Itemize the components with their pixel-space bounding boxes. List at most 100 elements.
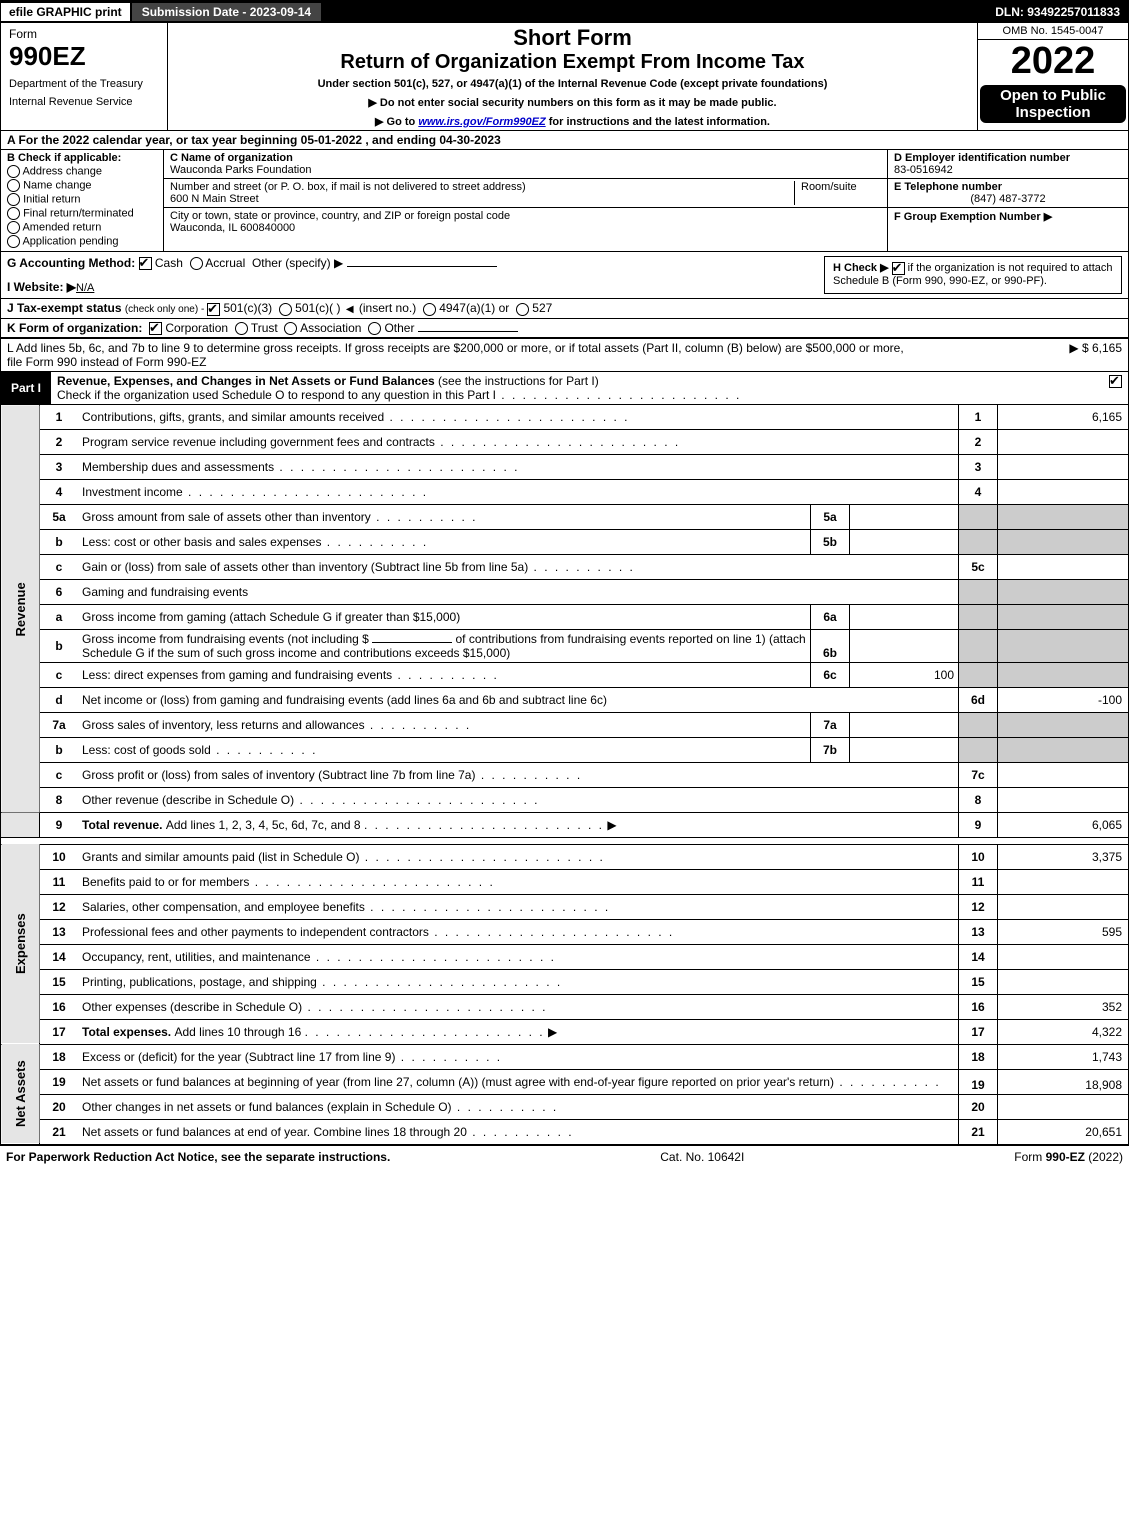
room-suite: Room/suite bbox=[795, 181, 881, 205]
j-4947-check[interactable] bbox=[423, 303, 436, 316]
check-application-pending[interactable]: Application pending bbox=[7, 235, 157, 248]
line-16: 16Other expenses (describe in Schedule O… bbox=[1, 994, 1128, 1019]
line-6: 6Gaming and fundraising events bbox=[1, 579, 1128, 604]
section-c: C Name of organization Wauconda Parks Fo… bbox=[164, 150, 888, 251]
line-13: 13Professional fees and other payments t… bbox=[1, 919, 1128, 944]
line-15: 15Printing, publications, postage, and s… bbox=[1, 969, 1128, 994]
section-h: H Check ▶ if the organization is not req… bbox=[824, 256, 1122, 294]
paperwork-notice: For Paperwork Reduction Act Notice, see … bbox=[6, 1150, 390, 1164]
k-corp-check[interactable] bbox=[149, 322, 162, 335]
d-label: D Employer identification number bbox=[894, 152, 1070, 164]
section-g-h: G Accounting Method: Cash Accrual Other … bbox=[1, 252, 1128, 298]
street-value: 600 N Main Street bbox=[170, 193, 259, 205]
netassets-sidelabel: Net Assets bbox=[1, 1044, 40, 1144]
line-2: 2Program service revenue including gover… bbox=[1, 429, 1128, 454]
cat-number: Cat. No. 10642I bbox=[660, 1150, 744, 1164]
line-18: Net Assets 18Excess or (deficit) for the… bbox=[1, 1044, 1128, 1069]
f-label: F Group Exemption Number ▶ bbox=[894, 211, 1052, 223]
line-5a: 5aGross amount from sale of assets other… bbox=[1, 504, 1128, 529]
header-center: Short Form Return of Organization Exempt… bbox=[168, 23, 977, 130]
header-right: OMB No. 1545-0047 2022 Open to Public In… bbox=[977, 23, 1128, 130]
page-footer: For Paperwork Reduction Act Notice, see … bbox=[0, 1146, 1129, 1168]
form-number: 990EZ bbox=[9, 41, 159, 72]
line-19: 19Net assets or fund balances at beginni… bbox=[1, 1069, 1128, 1094]
line-9: 9Total revenue. Add lines 1, 2, 3, 4, 5c… bbox=[1, 812, 1128, 837]
line-4: 4Investment income4 bbox=[1, 479, 1128, 504]
line-7b: bLess: cost of goods sold7b bbox=[1, 737, 1128, 762]
line-3: 3Membership dues and assessments3 bbox=[1, 454, 1128, 479]
j-501c3-check[interactable] bbox=[207, 303, 220, 316]
lines-table: Revenue 1Contributions, gifts, grants, a… bbox=[1, 405, 1128, 1145]
line-17: 17Total expenses. Add lines 10 through 1… bbox=[1, 1019, 1128, 1044]
street-label: Number and street (or P. O. box, if mail… bbox=[170, 181, 526, 193]
omb-number: OMB No. 1545-0047 bbox=[978, 23, 1128, 40]
line-12: 12Salaries, other compensation, and empl… bbox=[1, 894, 1128, 919]
line-8: 8Other revenue (describe in Schedule O)8 bbox=[1, 787, 1128, 812]
spacer bbox=[1, 837, 1128, 844]
short-form-title: Short Form bbox=[176, 25, 969, 51]
j-527-check[interactable] bbox=[516, 303, 529, 316]
line-14: 14Occupancy, rent, utilities, and mainte… bbox=[1, 944, 1128, 969]
section-b: B Check if applicable: Address change Na… bbox=[1, 150, 164, 251]
k-trust-check[interactable] bbox=[235, 322, 248, 335]
dept-treasury: Department of the Treasury bbox=[9, 78, 159, 90]
accounting-cash-check[interactable] bbox=[139, 257, 152, 270]
org-name: Wauconda Parks Foundation bbox=[170, 164, 311, 176]
section-bcdef: B Check if applicable: Address change Na… bbox=[1, 150, 1128, 252]
line-6c: cLess: direct expenses from gaming and f… bbox=[1, 662, 1128, 687]
c-name-label: C Name of organization bbox=[170, 152, 293, 164]
tax-year: 2022 bbox=[978, 40, 1128, 83]
ein-value: 83-0516942 bbox=[894, 164, 953, 176]
line-5b: bLess: cost or other basis and sales exp… bbox=[1, 529, 1128, 554]
section-a: A For the 2022 calendar year, or tax yea… bbox=[1, 131, 1128, 150]
irs-link[interactable]: www.irs.gov/Form990EZ bbox=[418, 116, 545, 128]
city-label: City or town, state or province, country… bbox=[170, 210, 510, 222]
section-k: K Form of organization: Corporation Trus… bbox=[1, 318, 1128, 338]
dept-irs: Internal Revenue Service bbox=[9, 96, 159, 108]
dln-number: DLN: 93492257011833 bbox=[987, 3, 1128, 21]
line-11: 11Benefits paid to or for members11 bbox=[1, 869, 1128, 894]
line-5c: cGain or (loss) from sale of assets othe… bbox=[1, 554, 1128, 579]
check-amended-return[interactable]: Amended return bbox=[7, 221, 157, 234]
phone-value: (847) 487-3772 bbox=[894, 193, 1122, 205]
line-7a: 7aGross sales of inventory, less returns… bbox=[1, 712, 1128, 737]
schedule-b-check[interactable] bbox=[892, 262, 905, 275]
form-label: Form bbox=[9, 27, 159, 41]
efile-print-label: efile GRAPHIC print bbox=[1, 3, 130, 21]
section-l: L Add lines 5b, 6c, and 7b to line 9 to … bbox=[1, 338, 1128, 372]
check-initial-return[interactable]: Initial return bbox=[7, 193, 157, 206]
line-20: 20Other changes in net assets or fund ba… bbox=[1, 1094, 1128, 1119]
accounting-accrual-check[interactable] bbox=[190, 257, 203, 270]
line-6d: dNet income or (loss) from gaming and fu… bbox=[1, 687, 1128, 712]
section-j: J Tax-exempt status (check only one) - 5… bbox=[1, 298, 1128, 317]
section-i: I Website: ▶N/A bbox=[7, 280, 497, 294]
expenses-sidelabel: Expenses bbox=[1, 844, 40, 1044]
e-label: E Telephone number bbox=[894, 181, 1002, 193]
header-section: Form 990EZ Department of the Treasury In… bbox=[1, 23, 1128, 131]
check-address-change[interactable]: Address change bbox=[7, 165, 157, 178]
k-other-check[interactable] bbox=[368, 322, 381, 335]
b-label: B Check if applicable: bbox=[7, 152, 121, 164]
header-left: Form 990EZ Department of the Treasury In… bbox=[1, 23, 168, 130]
part-1-header: Part I Revenue, Expenses, and Changes in… bbox=[1, 372, 1128, 405]
check-name-change[interactable]: Name change bbox=[7, 179, 157, 192]
submission-date: Submission Date - 2023-09-14 bbox=[130, 1, 323, 23]
k-assoc-check[interactable] bbox=[284, 322, 297, 335]
part-1-num: Part I bbox=[1, 372, 51, 404]
city-value: Wauconda, IL 600840000 bbox=[170, 222, 295, 234]
revenue-sidelabel: Revenue bbox=[1, 405, 40, 813]
line-7c: cGross profit or (loss) from sales of in… bbox=[1, 762, 1128, 787]
form-ref: Form 990-EZ (2022) bbox=[1014, 1150, 1123, 1164]
line-6b: bGross income from fundraising events (n… bbox=[1, 629, 1128, 662]
part1-schedule-o-check[interactable] bbox=[1109, 375, 1122, 388]
line-1: Revenue 1Contributions, gifts, grants, a… bbox=[1, 405, 1128, 430]
line-10: Expenses 10Grants and similar amounts pa… bbox=[1, 844, 1128, 869]
form-990ez-page: efile GRAPHIC print Submission Date - 20… bbox=[0, 0, 1129, 1146]
j-501c-check[interactable] bbox=[279, 303, 292, 316]
line-21: 21Net assets or fund balances at end of … bbox=[1, 1119, 1128, 1144]
check-final-return[interactable]: Final return/terminated bbox=[7, 207, 157, 220]
under-section-text: Under section 501(c), 527, or 4947(a)(1)… bbox=[176, 78, 969, 90]
ssn-warning: ▶ Do not enter social security numbers o… bbox=[176, 96, 969, 109]
top-bar: efile GRAPHIC print Submission Date - 20… bbox=[1, 1, 1128, 23]
section-g: G Accounting Method: Cash Accrual Other … bbox=[7, 256, 497, 270]
